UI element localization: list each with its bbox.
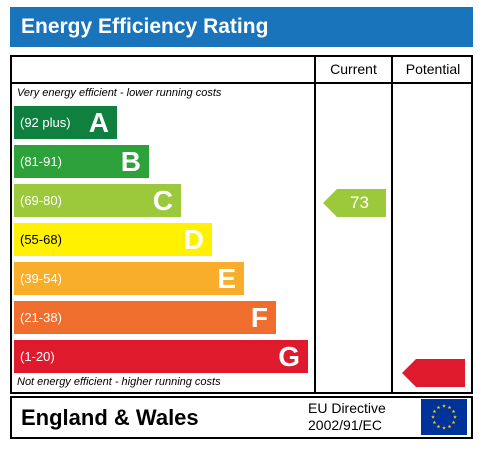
current-rating-arrow: 73 xyxy=(323,189,386,217)
band-range: (21-38) xyxy=(20,310,62,325)
directive-line-2: 2002/91/EC xyxy=(308,417,382,433)
band-range: (39-54) xyxy=(20,271,62,286)
country-label: England & Wales xyxy=(21,405,199,430)
rating-band-c: (69-80) C xyxy=(14,184,181,217)
band-letter: C xyxy=(152,185,173,216)
band-letter: A xyxy=(88,107,109,138)
directive-line-1: EU Directive xyxy=(308,400,386,416)
rating-band-d: (55-68) D xyxy=(14,223,212,256)
rating-band-b: (81-91) B xyxy=(14,145,149,178)
band-range: (69-80) xyxy=(20,193,62,208)
rating-band-a: (92 plus) A xyxy=(14,106,117,139)
column-divider xyxy=(391,57,393,392)
rating-band-e: (39-54) E xyxy=(14,262,244,295)
band-letter: E xyxy=(217,263,236,294)
rating-chart: Current Potential Very energy efficient … xyxy=(10,55,473,394)
page-title-text: Energy Efficiency Rating xyxy=(21,15,269,38)
eu-flag-icon xyxy=(421,399,467,435)
band-range: (1-20) xyxy=(20,349,55,364)
efficient-note: Very energy efficient - lower running co… xyxy=(17,87,222,99)
page-title: Energy Efficiency Rating xyxy=(10,7,473,47)
band-letter: B xyxy=(120,146,141,177)
header-divider xyxy=(12,82,471,84)
eu-directive: EU Directive 2002/91/EC xyxy=(308,400,386,434)
potential-column-header: Potential xyxy=(405,61,461,77)
potential-rating-arrow xyxy=(402,359,465,387)
footer: England & Wales EU Directive 2002/91/EC xyxy=(10,396,473,439)
current-column-header: Current xyxy=(330,61,377,77)
current-rating-value: 73 xyxy=(350,193,369,212)
band-range: (92 plus) xyxy=(20,115,71,130)
band-range: (55-68) xyxy=(20,232,62,247)
inefficient-note: Not energy efficient - higher running co… xyxy=(17,376,221,388)
band-range: (81-91) xyxy=(20,154,62,169)
rating-band-f: (21-38) F xyxy=(14,301,276,334)
band-letter: G xyxy=(278,341,300,372)
band-letter: F xyxy=(250,302,268,333)
rating-band-g: (1-20) G xyxy=(14,340,308,373)
column-divider xyxy=(314,57,316,392)
band-letter: D xyxy=(183,224,204,255)
